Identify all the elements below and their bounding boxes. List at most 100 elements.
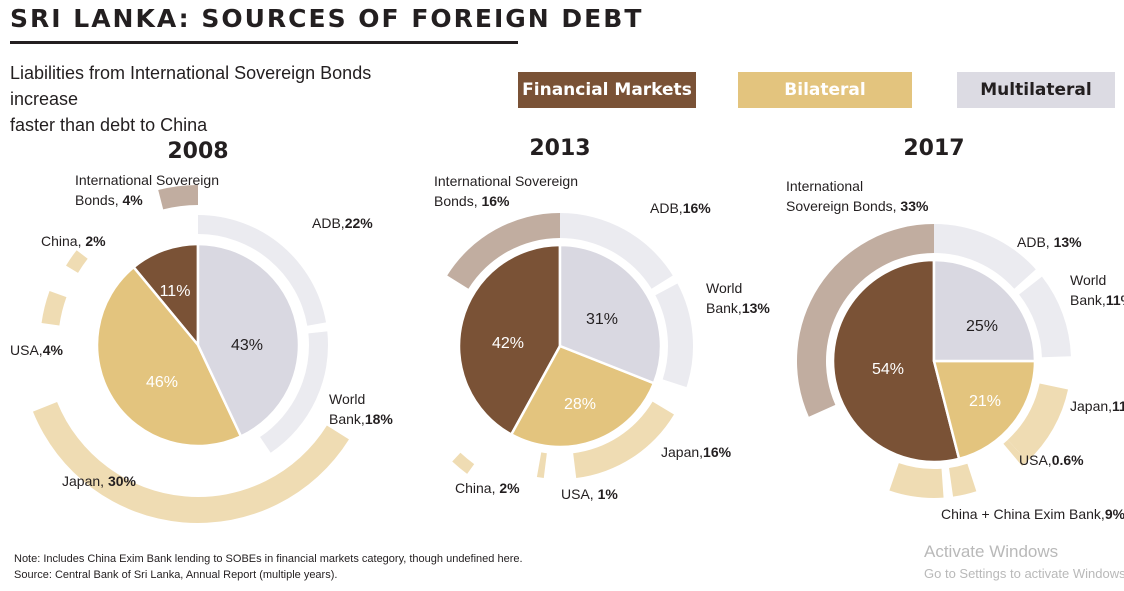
outer-slice-adb — [934, 224, 1036, 289]
label-value: 2% — [85, 233, 106, 249]
chart-year-title: 2017 — [903, 136, 964, 161]
activation-watermark: Activate Windows — [924, 542, 1059, 561]
inner-label-financial-markets: 54% — [872, 361, 904, 378]
outer-slice-japan — [32, 401, 349, 524]
label-line: Japan, — [62, 473, 108, 489]
inner-label-bilateral: 21% — [969, 393, 1001, 410]
outer-slice-usa — [1003, 439, 1028, 466]
outer-label-adb: ADB,22% — [312, 215, 373, 231]
label-line: ADB, — [312, 215, 345, 231]
label-line: China + China Exim Bank, — [941, 506, 1105, 522]
label-value: 11% — [1106, 292, 1124, 308]
outer-label-adb: ADB, 13% — [1017, 234, 1082, 250]
outer-slice-china — [66, 250, 88, 273]
outer-label-china: China, 2% — [455, 480, 520, 496]
outer-label-japan: Japan,16% — [661, 444, 732, 460]
label-line: Bank, — [706, 300, 742, 316]
label-value: 9% — [1105, 506, 1124, 522]
legend-financial-markets: Financial Markets — [518, 72, 696, 108]
outer-slice-adb — [198, 215, 327, 326]
outer-label-international-sovereign-bonds: International Sovereign Bonds, 4% — [75, 172, 219, 208]
activation-watermark-hint: Go to Settings to activate Windows. — [924, 566, 1124, 581]
legend-bilateral: Bilateral — [738, 72, 912, 108]
outer-slice-usa — [536, 452, 547, 479]
outer-slice-international-sovereign-bonds — [447, 213, 560, 289]
inner-slice-financial-markets — [457, 243, 562, 436]
label-line: World — [706, 280, 742, 296]
label-value: 16% — [481, 193, 510, 209]
label-line: USA, — [561, 486, 598, 502]
inner-slice-financial-markets — [132, 242, 200, 347]
label-line: China, — [455, 480, 499, 496]
outer-slice-japan — [573, 401, 674, 479]
label-line: World — [1070, 272, 1106, 288]
outer-label-world-bank: World Bank,11% — [1070, 272, 1124, 308]
outer-slice-international-sovereign-bonds — [158, 185, 198, 210]
inner-label-financial-markets: 11% — [160, 283, 191, 300]
outer-label-international-sovereign-bonds: International Sovereign Bonds, 33% — [786, 178, 929, 214]
label-line: Bank, — [1070, 292, 1106, 308]
label-value: 33% — [900, 198, 929, 214]
source-note: Source: Central Bank of Sri Lanka, Annua… — [14, 569, 338, 581]
outer-slice-world-bank — [260, 331, 329, 453]
outer-slice-china-china-exim-bank — [889, 463, 944, 499]
inner-slice-bilateral — [95, 265, 243, 448]
label-line: Japan, — [1070, 398, 1112, 414]
label-line: International Sovereign — [75, 172, 219, 188]
chart-title: SRI LANKA: SOURCES OF FOREIGN DEBT — [10, 4, 644, 33]
label-value: 16% — [683, 200, 712, 216]
label-value: 2% — [499, 480, 520, 496]
label-line: World — [329, 391, 365, 407]
label-value: 16% — [703, 444, 732, 460]
outer-slice-japan — [1007, 383, 1069, 462]
outer-label-usa: USA, 1% — [561, 486, 618, 502]
outer-slice-world-bank — [1019, 276, 1071, 358]
outer-label-japan: Japan, 30% — [62, 473, 137, 489]
label-line: ADB, — [1017, 234, 1054, 250]
label-value: 30% — [108, 473, 137, 489]
outer-slice-usa — [41, 290, 67, 326]
outer-label-china: China, 2% — [41, 233, 106, 249]
label-value: 13% — [742, 300, 771, 316]
label-line: Bank, — [329, 411, 365, 427]
inner-label-bilateral: 28% — [564, 396, 596, 413]
outer-label-world-bank: World Bank,18% — [329, 391, 393, 427]
label-value: 13% — [1054, 234, 1083, 250]
subtitle-line: Liabilities from International Sovereign… — [10, 63, 372, 109]
outer-slice-world-bank — [655, 283, 693, 388]
label-line: USA, — [10, 342, 43, 358]
outer-label-usa: USA,4% — [10, 342, 63, 358]
outer-label-adb: ADB,16% — [650, 200, 711, 216]
footnote: Note: Includes China Exim Bank lending t… — [14, 553, 523, 565]
inner-label-financial-markets: 42% — [492, 335, 524, 352]
inner-slice-multilateral — [196, 242, 301, 438]
label-value: 4% — [43, 342, 64, 358]
label-line: ADB, — [650, 200, 683, 216]
outer-slice-international-sovereign-bonds — [796, 224, 934, 417]
subtitle-line: faster than debt to China — [10, 115, 208, 135]
inner-label-bilateral: 46% — [146, 374, 178, 391]
outer-label-international-sovereign-bonds: International Sovereign Bonds, 16% — [434, 173, 578, 209]
label-line: International — [786, 178, 863, 194]
title-underline — [10, 41, 518, 44]
chart-year-title: 2008 — [167, 139, 228, 164]
label-value: 22% — [345, 215, 374, 231]
label-value: 0.6% — [1052, 452, 1084, 468]
inner-slice-multilateral — [558, 243, 663, 385]
inner-slice-multilateral — [932, 258, 1037, 363]
label-line: Bonds, — [75, 192, 122, 208]
donut-2017: 2017 54% 21% 25% International Sovereign Bond… — [786, 136, 1124, 522]
outer-label-usa: USA,0.6% — [1019, 452, 1084, 468]
inner-slice-bilateral — [510, 344, 656, 449]
outer-slice-adb — [560, 213, 673, 289]
outer-label-world-bank: World Bank,13% — [706, 280, 770, 316]
label-line: Japan, — [661, 444, 703, 460]
label-line: China, — [41, 233, 85, 249]
chart-year-title: 2013 — [529, 136, 590, 161]
inner-label-multilateral: 43% — [231, 337, 263, 354]
donut-2013: 2013 42% 28% 31% International Sovereign Bond… — [434, 136, 770, 502]
outer-label-japan: Japan,11% — [1070, 398, 1124, 414]
label-value: 18% — [365, 411, 394, 427]
label-value: 1% — [598, 486, 619, 502]
